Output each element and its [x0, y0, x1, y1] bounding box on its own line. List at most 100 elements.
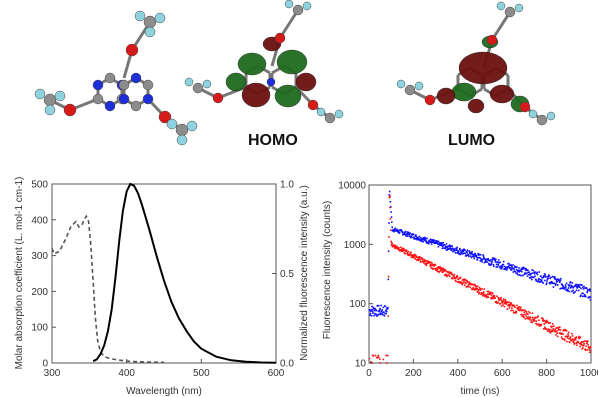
- red-data-point: [430, 261, 432, 264]
- blue-data-point: [455, 251, 457, 254]
- orbital-lobe: [436, 87, 456, 105]
- red-data-point: [567, 331, 570, 334]
- blue-data-point: [449, 246, 451, 248]
- red-data-point: [497, 297, 500, 300]
- red-data-point: [492, 297, 494, 300]
- y-tick-label: 500: [31, 180, 48, 191]
- red-data-point: [588, 347, 591, 349]
- blue-data-point: [552, 286, 555, 288]
- red-data-point: [455, 280, 457, 283]
- blue-data-point: [532, 269, 535, 272]
- red-data-point: [486, 290, 489, 293]
- fluorine-atom: [54, 90, 66, 102]
- blue-data-point: [436, 241, 439, 243]
- blue-data-point: [415, 234, 417, 236]
- blue-data-point: [446, 245, 448, 248]
- red-data-point: [472, 288, 474, 291]
- red-data-point: [551, 323, 554, 325]
- red-data-point: [571, 332, 573, 335]
- x-tick-label: 600: [268, 368, 285, 379]
- blue-data-point: [471, 250, 473, 253]
- red-data-point: [449, 272, 452, 275]
- red-data-point: [491, 296, 494, 298]
- blue-data-point: [485, 260, 488, 263]
- red-data-point: [495, 300, 498, 303]
- red-data-point: [393, 245, 396, 247]
- blue-data-point: [545, 275, 547, 278]
- blue-data-point: [588, 288, 591, 290]
- blue-data-point: [371, 305, 373, 308]
- blue-data-point: [565, 286, 567, 288]
- blue-data-point: [442, 242, 445, 244]
- carbon-atom: [324, 112, 336, 124]
- blue-data-point: [555, 279, 558, 281]
- red-data-point: [528, 317, 531, 319]
- blue-data-point: [510, 269, 513, 271]
- oxygen-atom: [212, 92, 224, 104]
- red-data-point: [432, 268, 434, 270]
- blue-data-point: [464, 249, 466, 252]
- blue-data-point: [398, 229, 400, 232]
- red-data-point: [511, 307, 513, 309]
- red-data-point: [479, 289, 482, 291]
- red-data-point: [465, 282, 467, 285]
- red-data-point: [531, 321, 533, 324]
- red-data-point: [574, 337, 576, 339]
- red-data-point: [548, 331, 551, 333]
- blue-data-point: [533, 273, 536, 275]
- blue-data-point: [502, 263, 505, 266]
- red-data-point: [557, 326, 559, 329]
- blue-data-point: [373, 314, 375, 317]
- red-data-point: [582, 347, 584, 349]
- blue-data-point: [498, 266, 501, 268]
- red-data-point: [485, 296, 488, 299]
- fluorine-atom: [184, 77, 194, 87]
- blue-data-point: [568, 290, 571, 293]
- red-data-point: [391, 242, 393, 244]
- blue-data-point: [540, 275, 542, 277]
- blue-data-point: [554, 278, 556, 280]
- red-data-point: [572, 338, 574, 341]
- red-data-point: [385, 354, 387, 357]
- red-data-point: [510, 309, 512, 312]
- red-data-point: [556, 335, 559, 338]
- blue-data-point: [495, 258, 497, 261]
- homo-orbital-icon: [184, 0, 344, 124]
- red-data-point: [553, 325, 555, 328]
- red-data-point: [529, 312, 531, 314]
- blue-data-point: [430, 243, 433, 245]
- y-axis-label: Molar absorption coefficient (L. mol-1 c…: [14, 177, 25, 370]
- blue-data-point: [571, 290, 573, 293]
- blue-data-point: [432, 242, 435, 244]
- blue-data-point: [459, 247, 461, 250]
- red-data-point: [468, 281, 471, 283]
- red-data-point: [567, 333, 569, 335]
- y-right-tick-label: 0.5: [280, 269, 294, 280]
- blue-data-point: [394, 228, 396, 231]
- blue-data-point: [490, 263, 493, 266]
- blue-data-point: [411, 234, 414, 236]
- blue-data-point: [524, 272, 526, 274]
- red-data-point: [490, 297, 493, 300]
- blue-data-point: [493, 257, 496, 260]
- blue-data-point: [529, 277, 532, 279]
- blue-data-point: [414, 238, 416, 240]
- oxygen-atom: [125, 43, 139, 57]
- fluorine-atom: [44, 104, 56, 116]
- blue-data-point: [587, 289, 590, 291]
- red-data-point: [585, 340, 588, 342]
- red-data-point: [520, 309, 523, 312]
- blue-data-point: [467, 254, 470, 256]
- blue-data-point: [437, 240, 440, 243]
- red-data-point: [503, 305, 506, 308]
- blue-data-point: [558, 278, 560, 281]
- red-data-point: [544, 328, 547, 330]
- red-data-point: [566, 340, 568, 343]
- red-data-point: [535, 320, 538, 322]
- blue-data-point: [528, 276, 531, 279]
- blue-data-point: [553, 282, 555, 285]
- blue-data-point: [540, 279, 543, 281]
- red-data-point: [414, 253, 416, 256]
- red-data-point: [511, 305, 513, 307]
- blue-data-point: [424, 236, 426, 239]
